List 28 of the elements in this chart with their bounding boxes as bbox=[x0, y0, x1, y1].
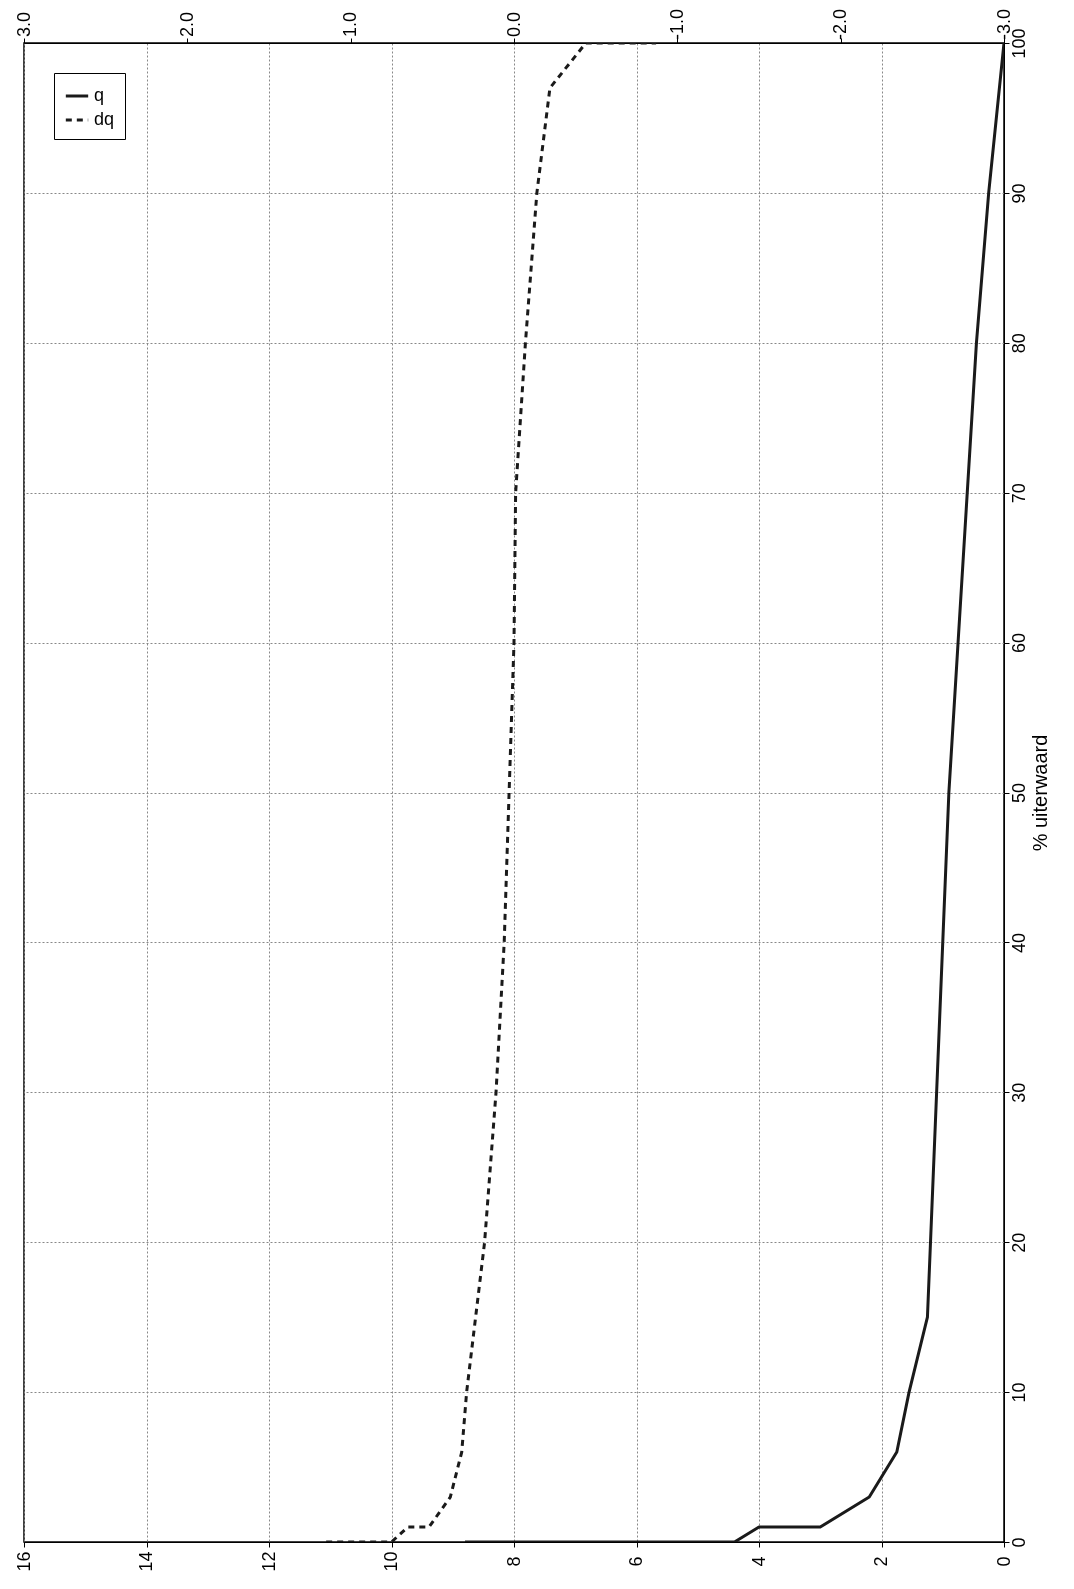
x2-tick-label: 3.0 bbox=[13, 11, 34, 38]
x-tick-label: 10 bbox=[381, 1551, 401, 1572]
y-tick-label: 30 bbox=[1008, 1082, 1029, 1103]
y-tick-label: 90 bbox=[1008, 183, 1029, 204]
x2-tick-label: -2.0 bbox=[830, 8, 851, 41]
x-tick-label: 16 bbox=[13, 1551, 34, 1572]
y-tick-label: 80 bbox=[1008, 333, 1029, 354]
x2-tick-label: -1.0 bbox=[666, 8, 687, 41]
y-axis-title: % uiterwaard bbox=[1028, 734, 1051, 852]
y-tick-label: 50 bbox=[1008, 782, 1029, 804]
legend-label: q bbox=[94, 85, 105, 105]
x-tick-label: 14 bbox=[136, 1551, 156, 1572]
x2-tick-label: 2.0 bbox=[176, 11, 197, 38]
x-tick-label: 6 bbox=[626, 1556, 646, 1567]
y-tick-label: 70 bbox=[1008, 483, 1029, 504]
legend-label: dq bbox=[94, 109, 115, 129]
y-tick-label: 10 bbox=[1008, 1382, 1029, 1403]
x2-tick-label: 1.0 bbox=[340, 11, 361, 38]
y-tick-label: 40 bbox=[1008, 932, 1029, 953]
x-tick-label: 8 bbox=[503, 1556, 524, 1567]
y-tick-label: 0 bbox=[1008, 1537, 1029, 1548]
x-tick-label: 4 bbox=[748, 1556, 769, 1567]
x-tick-label: 2 bbox=[871, 1556, 891, 1567]
x2-tick-label: 0.0 bbox=[503, 11, 524, 38]
y-tick-label: 60 bbox=[1008, 633, 1029, 654]
x-tick-label: 12 bbox=[258, 1551, 279, 1572]
x-tick-label: 0 bbox=[993, 1556, 1014, 1567]
y-tick-label: 20 bbox=[1008, 1232, 1029, 1253]
